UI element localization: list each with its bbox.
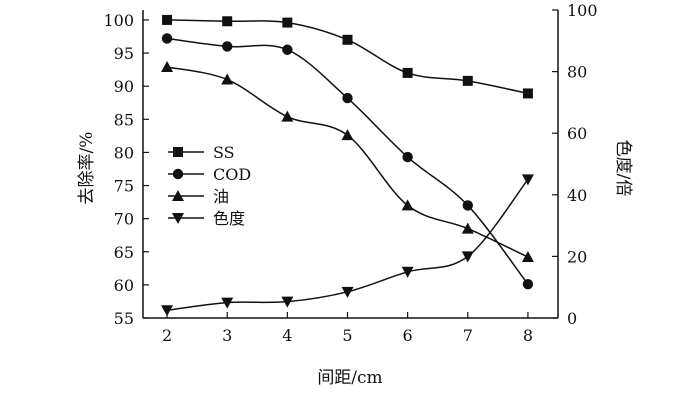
data-point xyxy=(221,297,234,309)
data-point xyxy=(162,14,173,25)
right-tick-label: 80 xyxy=(567,63,587,82)
left-tick-label: 60 xyxy=(114,276,134,295)
legend-marker xyxy=(172,213,184,224)
data-point xyxy=(341,129,354,141)
data-point xyxy=(461,251,474,263)
data-point xyxy=(281,296,294,308)
data-point xyxy=(161,60,174,72)
left-axis-label: 去除率/% xyxy=(77,132,97,205)
data-point xyxy=(222,41,233,52)
axes xyxy=(142,10,559,319)
legend-label: SS xyxy=(213,143,235,162)
x-tick-label: 6 xyxy=(403,326,413,345)
x-tick-label: 7 xyxy=(463,326,473,345)
right-tick-label: 100 xyxy=(567,1,598,20)
x-axis-label: 间距/cm xyxy=(317,368,382,388)
left-tick-label: 95 xyxy=(114,44,134,63)
legend-label: 色度 xyxy=(213,209,245,228)
legend-item: SS xyxy=(168,143,235,162)
data-point xyxy=(522,279,534,290)
series-0 xyxy=(162,14,533,99)
series-1 xyxy=(161,33,534,290)
series-2 xyxy=(161,60,534,263)
left-tick-label: 90 xyxy=(114,77,134,96)
x-tick-label: 5 xyxy=(342,326,352,345)
data-point xyxy=(461,222,474,234)
series-group xyxy=(161,14,534,317)
legend-marker xyxy=(172,190,184,201)
legend-label: 油 xyxy=(213,187,229,206)
tick-marks xyxy=(143,9,558,319)
left-tick-label: 75 xyxy=(114,177,134,196)
legend-item: COD xyxy=(168,165,251,184)
data-point xyxy=(462,75,473,86)
x-tick-label: 2 xyxy=(162,326,172,345)
data-point xyxy=(402,151,413,163)
data-point xyxy=(282,44,293,55)
data-point xyxy=(521,174,534,186)
data-point xyxy=(522,88,533,99)
left-tick-label: 80 xyxy=(114,143,134,162)
legend-marker xyxy=(173,147,183,157)
right-tick-label: 40 xyxy=(567,186,587,205)
legend-item: 色度 xyxy=(168,209,245,228)
left-tick-label: 70 xyxy=(114,210,134,229)
data-point xyxy=(221,73,234,85)
data-point xyxy=(342,34,353,45)
legend-label: COD xyxy=(213,165,251,184)
left-tick-label: 100 xyxy=(103,11,134,30)
data-point xyxy=(281,110,294,122)
legend-item: 油 xyxy=(168,187,229,206)
data-point xyxy=(402,67,413,78)
data-point xyxy=(282,17,293,28)
data-point xyxy=(521,251,534,263)
data-point xyxy=(342,92,353,104)
data-point xyxy=(462,200,473,211)
data-point xyxy=(161,33,173,44)
left-tick-label: 65 xyxy=(114,243,134,262)
data-point xyxy=(401,266,414,278)
x-tick-label: 3 xyxy=(222,326,232,345)
x-tick-label: 8 xyxy=(523,326,533,345)
legend-marker xyxy=(172,168,184,180)
left-tick-label: 85 xyxy=(114,110,134,129)
series-line xyxy=(167,19,529,95)
right-tick-label: 60 xyxy=(567,124,587,143)
data-point xyxy=(401,199,414,211)
left-tick-label: 55 xyxy=(114,309,134,328)
x-tick-label: 4 xyxy=(282,326,292,345)
right-tick-label: 20 xyxy=(567,247,587,266)
legend: SS COD 油色度 xyxy=(168,143,251,228)
data-point xyxy=(222,16,233,27)
data-point xyxy=(161,305,174,317)
series-3 xyxy=(161,174,534,317)
data-point xyxy=(341,286,354,298)
right-axis-label: 色度/倍 xyxy=(613,140,633,197)
right-tick-label: 0 xyxy=(567,309,577,328)
